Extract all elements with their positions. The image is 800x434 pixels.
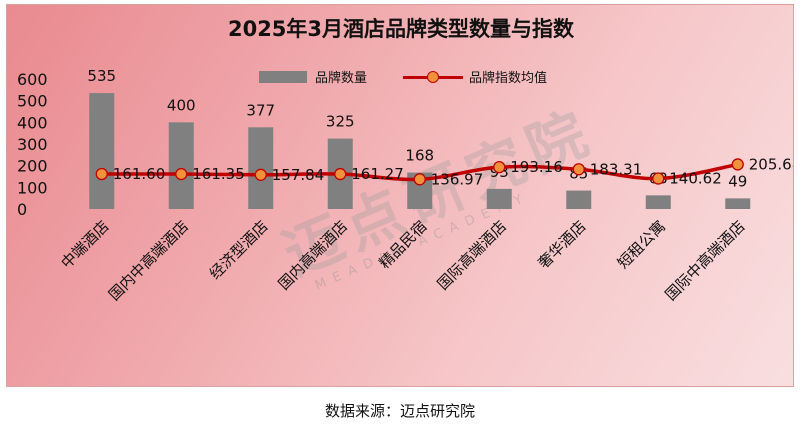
y-tick-label: 0 [17, 200, 27, 219]
line-value-label: 157.84 [272, 166, 325, 184]
line-point-3 [334, 167, 347, 181]
bar-7 [645, 195, 671, 209]
line-point-1 [175, 167, 188, 181]
line-value-label: 161.60 [113, 165, 166, 183]
bar-5 [486, 188, 512, 209]
y-tick-label: 500 [17, 92, 48, 111]
line-point-5 [493, 160, 506, 174]
x-category-label: 国际中高端酒店 [662, 217, 749, 304]
line-value-label: 140.62 [669, 170, 722, 188]
x-category-label: 奢华酒店 [534, 217, 589, 272]
x-category-label: 中端酒店 [57, 217, 112, 272]
line-value-label: 161.35 [192, 165, 245, 183]
legend-bar-swatch [259, 70, 307, 83]
line-point-8 [731, 158, 744, 171]
line-point-6 [572, 163, 585, 176]
legend-label-line: 品牌指数均值 [469, 71, 548, 86]
bar-value-label: 49 [728, 172, 747, 190]
bar-1 [168, 122, 194, 209]
source-note: 数据来源：迈点研究院 [324, 402, 475, 420]
line-point-2 [254, 168, 267, 181]
line-point-0 [95, 167, 108, 181]
y-tick-label: 100 [17, 178, 48, 197]
chart-title: 2025年3月酒店品牌类型数量与指数 [227, 17, 575, 41]
bar-0 [89, 93, 115, 209]
y-tick-label: 200 [17, 157, 48, 176]
y-tick-label: 600 [17, 70, 48, 89]
line-value-label: 161.27 [351, 165, 404, 183]
line-point-4 [413, 173, 426, 186]
legend-line-swatch [403, 70, 463, 83]
bar-6 [566, 190, 592, 209]
line-value-label: 183.31 [590, 160, 643, 178]
x-category-label: 国内中高端酒店 [105, 217, 192, 304]
bar-value-label: 325 [326, 113, 355, 131]
x-category-label: 精品民宿 [375, 217, 430, 272]
line-value-label: 136.97 [431, 170, 484, 188]
bar-8 [725, 198, 751, 209]
line-point-7 [652, 172, 665, 185]
line-value-label: 193.16 [510, 158, 563, 176]
x-category-label: 经济型酒店 [206, 217, 272, 283]
x-category-label: 国际高端酒店 [434, 217, 510, 293]
x-category-label: 国内高端酒店 [275, 217, 351, 293]
legend-item-bars: 品牌数量 [259, 67, 367, 86]
bar-2 [248, 127, 274, 209]
chart-panel: 迈点研究院 MEADIN ACADEMY 600 500 400 300 200 100 0… [6, 4, 794, 387]
bar-value-label: 377 [246, 101, 275, 119]
bar-value-label: 400 [167, 96, 196, 114]
y-tick-label: 400 [17, 113, 48, 132]
line-value-label: 205.68 [749, 155, 794, 173]
chart-plot: 6005004003002001000535400377325168938563… [17, 67, 794, 304]
legend-label-bars: 品牌数量 [315, 71, 368, 86]
x-category-label: 短租公寓 [614, 217, 669, 272]
legend-item-line: 品牌指数均值 [403, 67, 547, 86]
y-tick-label: 300 [17, 135, 48, 154]
bar-value-label: 535 [87, 67, 116, 85]
bar-value-label: 168 [405, 147, 434, 165]
